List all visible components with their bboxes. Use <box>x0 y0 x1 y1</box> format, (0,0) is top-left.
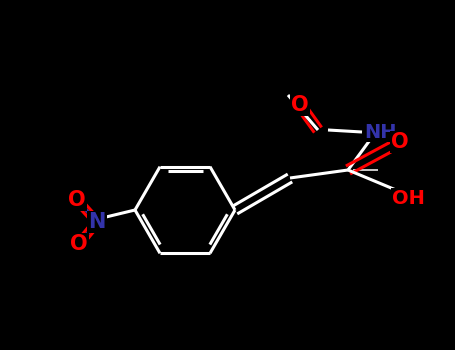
Text: O: O <box>391 132 409 152</box>
Text: O: O <box>70 234 88 254</box>
Text: O: O <box>68 190 86 210</box>
Text: N: N <box>88 212 106 232</box>
Text: OH: OH <box>392 189 425 208</box>
Text: O: O <box>291 95 309 115</box>
Text: NH: NH <box>364 122 396 141</box>
